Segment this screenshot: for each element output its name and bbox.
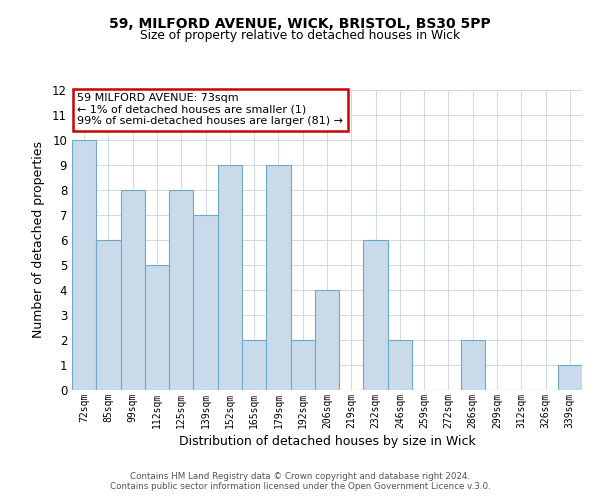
Bar [461, 340, 485, 390]
Text: Contains HM Land Registry data © Crown copyright and database right 2024.: Contains HM Land Registry data © Crown c… [130, 472, 470, 481]
Bar [242, 340, 266, 390]
Bar [315, 290, 339, 390]
Bar [169, 190, 193, 390]
Y-axis label: Number of detached properties: Number of detached properties [32, 142, 45, 338]
Bar [266, 165, 290, 390]
Text: Size of property relative to detached houses in Wick: Size of property relative to detached ho… [140, 28, 460, 42]
Bar [558, 365, 582, 390]
Bar [193, 215, 218, 390]
Bar [388, 340, 412, 390]
X-axis label: Distribution of detached houses by size in Wick: Distribution of detached houses by size … [179, 435, 475, 448]
Bar [96, 240, 121, 390]
Bar [121, 190, 145, 390]
Bar [290, 340, 315, 390]
Bar [364, 240, 388, 390]
Bar [218, 165, 242, 390]
Bar [72, 140, 96, 390]
Text: 59 MILFORD AVENUE: 73sqm
← 1% of detached houses are smaller (1)
99% of semi-det: 59 MILFORD AVENUE: 73sqm ← 1% of detache… [77, 93, 343, 126]
Text: 59, MILFORD AVENUE, WICK, BRISTOL, BS30 5PP: 59, MILFORD AVENUE, WICK, BRISTOL, BS30 … [109, 18, 491, 32]
Bar [145, 265, 169, 390]
Text: Contains public sector information licensed under the Open Government Licence v.: Contains public sector information licen… [110, 482, 490, 491]
